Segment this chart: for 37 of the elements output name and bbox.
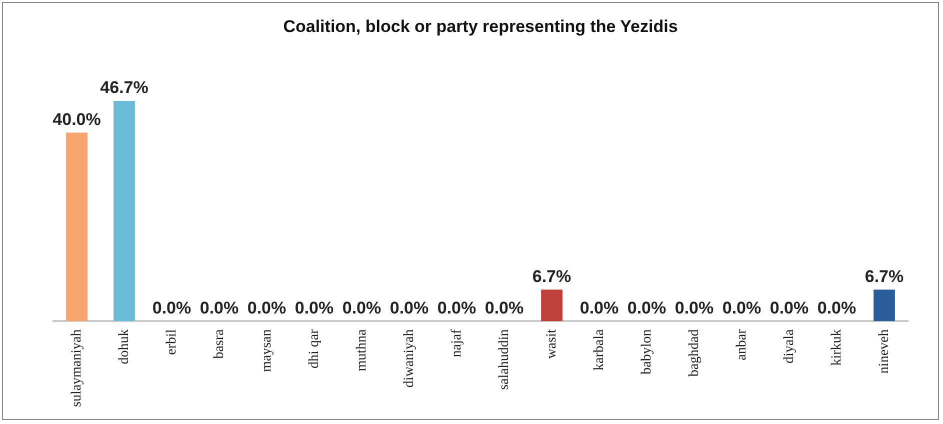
data-label: 0.0% [152, 298, 192, 318]
x-tick-label: dohuk [116, 329, 132, 364]
x-tick-label: kirkuk [829, 329, 844, 366]
x-tick-label: diyala [782, 328, 797, 364]
data-label: 0.0% [770, 298, 809, 318]
x-tick-label: salahuddin [496, 329, 512, 390]
data-label: 0.0% [294, 298, 334, 318]
x-tick-label: diwaniyah [402, 329, 417, 388]
x-tick-label: erbil [164, 329, 180, 355]
x-tick-label: maysan [259, 329, 274, 372]
data-label: 0.0% [627, 298, 666, 318]
x-tick-label: nineveh [876, 329, 892, 374]
x-tick-label: najaf [449, 328, 464, 358]
chart-title: Coalition, block or party representing the Yezidis [283, 16, 678, 36]
data-label: 0.0% [390, 298, 429, 318]
data-label: 46.7% [100, 78, 148, 98]
x-tick-label: babylon [639, 329, 654, 374]
x-tick-label: baghdad [686, 329, 702, 377]
x-tick-label: karbala [592, 328, 607, 370]
data-label: 0.0% [200, 298, 239, 318]
x-tick-label: basra [212, 328, 227, 359]
x-tick-label: anbar [734, 328, 750, 360]
data-label: 0.0% [580, 298, 619, 318]
data-label: 0.0% [722, 298, 762, 318]
data-label: 40.0% [52, 110, 101, 129]
data-label: 6.7% [864, 266, 904, 286]
data-label: 0.0% [342, 298, 382, 318]
x-tick-label: dhi qar [306, 328, 322, 369]
data-label: 0.0% [817, 298, 856, 318]
data-label: 0.0% [437, 298, 476, 318]
x-tick-label: wasit [544, 329, 560, 359]
data-label: 6.7% [532, 266, 572, 286]
x-tick-label: muthna [354, 328, 370, 372]
data-label: 0.0% [674, 298, 714, 318]
x-tick-label: sulaymaniyah [69, 329, 84, 408]
data-label: 0.0% [484, 298, 524, 318]
data-label: 0.0% [247, 298, 286, 318]
